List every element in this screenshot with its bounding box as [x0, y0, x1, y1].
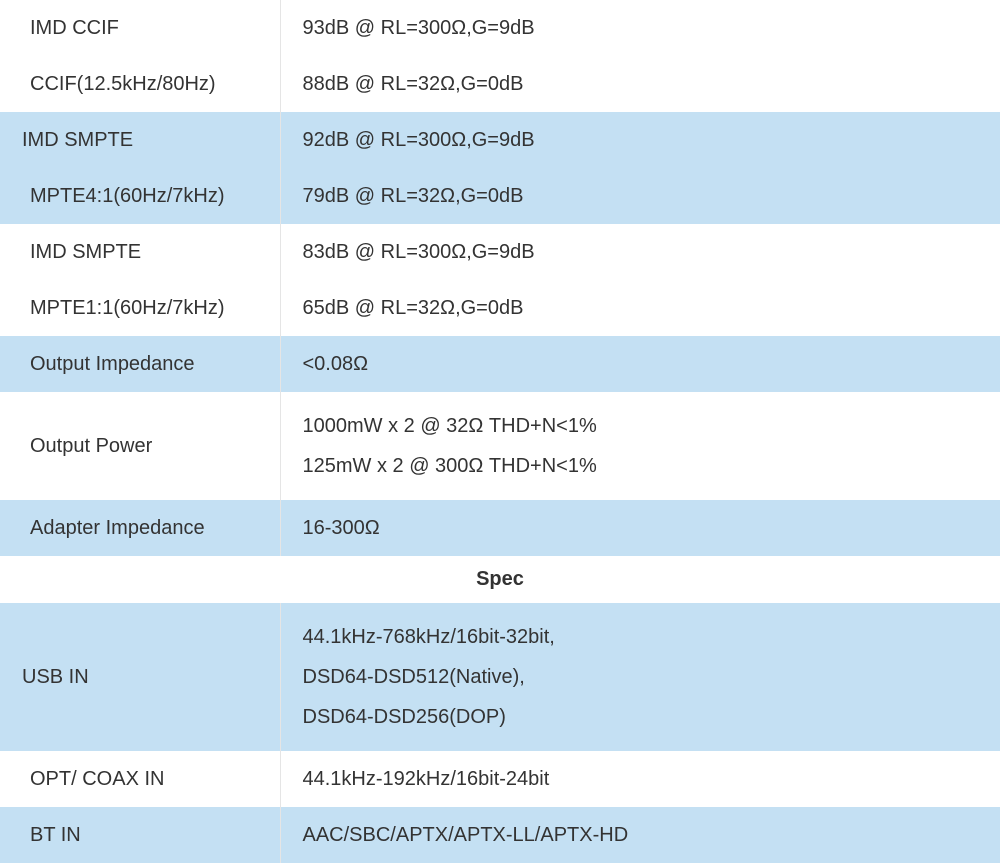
row-value-line: 125mW x 2 @ 300Ω THD+N<1% — [303, 446, 985, 486]
table-row: USB IN44.1kHz-768kHz/16bit-32bit,DSD64-D… — [0, 603, 1000, 751]
row-label: IMD SMPTE — [0, 112, 280, 168]
row-label: MPTE1:1(60Hz/7kHz) — [0, 280, 280, 336]
row-value: 79dB @ RL=32Ω,G=0dB — [281, 168, 1000, 224]
section-header-row: Spec — [0, 556, 1000, 603]
row-value: 1000mW x 2 @ 32Ω THD+N<1%125mW x 2 @ 300… — [281, 392, 1000, 500]
table-row: MPTE4:1(60Hz/7kHz) 79dB @ RL=32Ω,G=0dB — [0, 168, 1000, 224]
row-value-line: <0.08Ω — [303, 350, 985, 378]
row-label: BT IN — [0, 807, 280, 863]
table-row: Output Power1000mW x 2 @ 32Ω THD+N<1%125… — [0, 392, 1000, 500]
row-value-line: 44.1kHz-768kHz/16bit-32bit, — [303, 617, 985, 657]
row-label: MPTE4:1(60Hz/7kHz) — [0, 168, 280, 224]
table-row: IMD SMPTE 92dB @ RL=300Ω,G=9dB — [0, 112, 1000, 168]
row-value-line: 83dB @ RL=300Ω,G=9dB — [303, 238, 985, 266]
row-value-line: 79dB @ RL=32Ω,G=0dB — [303, 182, 985, 210]
spec-table: IMD CCIF 93dB @ RL=300Ω,G=9dB CCIF(12.5kHz… — [0, 0, 1000, 863]
row-value: 92dB @ RL=300Ω,G=9dB — [281, 112, 1000, 168]
table-row: Adapter Impedance 16-300Ω — [0, 500, 1000, 556]
row-value-line: 1000mW x 2 @ 32Ω THD+N<1% — [303, 406, 985, 446]
row-label: Output Power — [0, 418, 280, 474]
row-label: Output Impedance — [0, 336, 280, 392]
table-row: CCIF(12.5kHz/80Hz) 88dB @ RL=32Ω,G=0dB — [0, 56, 1000, 112]
row-label: IMD SMPTE — [0, 224, 280, 280]
row-value: 88dB @ RL=32Ω,G=0dB — [281, 56, 1000, 112]
row-value-line: 16-300Ω — [303, 514, 985, 542]
row-value: AAC/SBC/APTX/APTX-LL/APTX-HD — [281, 807, 1000, 863]
table-row: BT IN AAC/SBC/APTX/APTX-LL/APTX-HD — [0, 807, 1000, 863]
row-value-line: DSD64-DSD256(DOP) — [303, 697, 985, 737]
row-value-line: 88dB @ RL=32Ω,G=0dB — [303, 70, 985, 98]
table-row: MPTE1:1(60Hz/7kHz) 65dB @ RL=32Ω,G=0dB — [0, 280, 1000, 336]
row-value-line: 93dB @ RL=300Ω,G=9dB — [303, 14, 985, 42]
row-value: 44.1kHz-768kHz/16bit-32bit,DSD64-DSD512(… — [281, 603, 1000, 751]
table-row: IMD SMPTE 83dB @ RL=300Ω,G=9dB — [0, 224, 1000, 280]
row-label: Adapter Impedance — [0, 500, 280, 556]
row-label: CCIF(12.5kHz/80Hz) — [0, 56, 280, 112]
row-value: 83dB @ RL=300Ω,G=9dB — [281, 224, 1000, 280]
row-value: <0.08Ω — [281, 336, 1000, 392]
row-value-line: 44.1kHz-192kHz/16bit-24bit — [303, 765, 985, 793]
table-row: Output Impedance <0.08Ω — [0, 336, 1000, 392]
row-value-line: 65dB @ RL=32Ω,G=0dB — [303, 294, 985, 322]
row-value-line: AAC/SBC/APTX/APTX-LL/APTX-HD — [303, 821, 985, 849]
spec-table-container: IMD CCIF 93dB @ RL=300Ω,G=9dB CCIF(12.5kHz… — [0, 0, 1000, 863]
row-value: 44.1kHz-192kHz/16bit-24bit — [281, 751, 1000, 807]
row-label: USB IN — [0, 649, 280, 705]
row-value: 93dB @ RL=300Ω,G=9dB — [281, 0, 1000, 56]
row-label: IMD CCIF — [0, 0, 280, 56]
row-value-line: 92dB @ RL=300Ω,G=9dB — [303, 126, 985, 154]
table-row: OPT/ COAX IN 44.1kHz-192kHz/16bit-24bit — [0, 751, 1000, 807]
row-value: 16-300Ω — [281, 500, 1000, 556]
row-value-line: DSD64-DSD512(Native), — [303, 657, 985, 697]
section-header: Spec — [0, 556, 1000, 603]
row-value: 65dB @ RL=32Ω,G=0dB — [281, 280, 1000, 336]
row-label: OPT/ COAX IN — [0, 751, 280, 807]
table-row: IMD CCIF 93dB @ RL=300Ω,G=9dB — [0, 0, 1000, 56]
